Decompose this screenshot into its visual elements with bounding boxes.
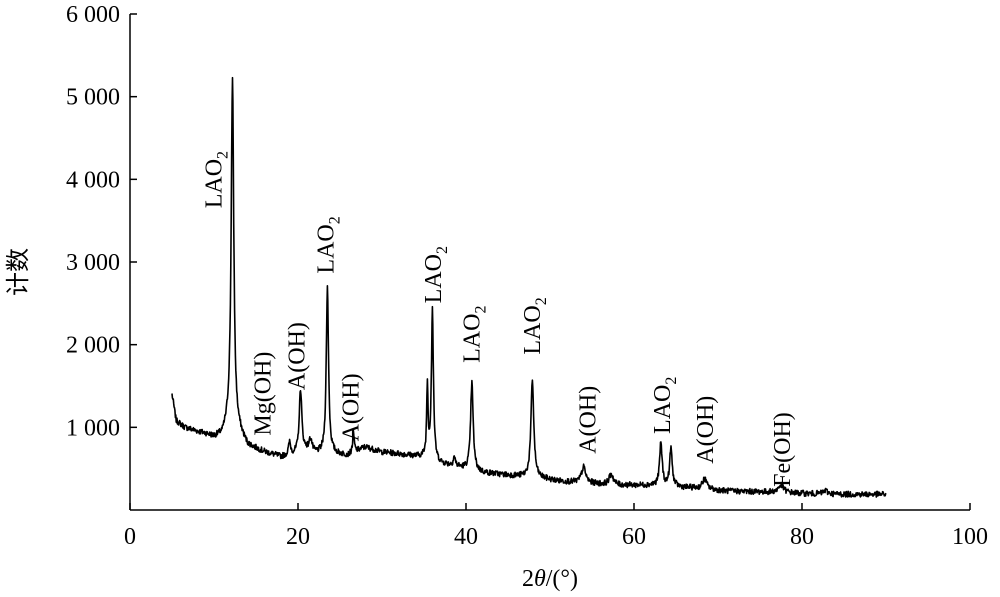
y-ticks: 1 000 2 000 3 000 4 000 5 000 6 000 <box>66 2 137 441</box>
x-tick-label: 0 <box>124 524 136 550</box>
y-tick-label: 6 000 <box>66 2 120 28</box>
peak-label-subscript: 2 <box>434 246 451 254</box>
y-tick-label: 3 000 <box>66 250 120 276</box>
x-axis-title-theta: θ <box>534 566 546 592</box>
peak-label: LAO2 <box>650 377 680 434</box>
y-tick-label: 5 000 <box>66 85 120 111</box>
y-axis-title: 计数 <box>5 248 32 296</box>
peak-label-main: LAO <box>202 159 228 208</box>
peak-label: LAO2 <box>313 216 343 273</box>
x-ticks: 0 20 40 60 80 100 <box>124 503 988 550</box>
peak-label-subscript: 2 <box>472 306 489 314</box>
x-tick-label: 40 <box>454 524 478 550</box>
x-axis-title-part: /(°) <box>546 566 578 592</box>
xrd-pattern-line <box>171 76 887 498</box>
peak-label-main: Mg(OH) <box>250 352 276 436</box>
peak-label: A(OH) <box>338 373 364 441</box>
peak-label: LAO2 <box>202 151 232 208</box>
peak-label: LAO2 <box>459 306 489 363</box>
peak-label-subscript: 2 <box>326 216 343 224</box>
x-tick-label: 100 <box>952 524 988 550</box>
peak-label-subscript: 2 <box>215 151 232 159</box>
peak-label-main: LAO <box>520 305 546 354</box>
y-tick-label: 1 000 <box>66 415 120 441</box>
y-tick-label: 4 000 <box>66 167 120 193</box>
x-tick-label: 60 <box>622 524 646 550</box>
peak-label-subscript: 2 <box>533 297 550 305</box>
peak-label-main: A(OH) <box>693 396 719 464</box>
x-axis-title-part: 2 <box>522 566 534 592</box>
peak-label: A(OH) <box>575 386 601 454</box>
peak-label-main: LAO <box>421 254 447 303</box>
peak-label: A(OH) <box>693 396 719 464</box>
peak-label-main: LAO <box>650 385 676 434</box>
peak-label: A(OH) <box>285 322 311 390</box>
peak-label-main: LAO <box>459 314 485 363</box>
peak-label: Mg(OH) <box>250 352 276 436</box>
y-tick-label: 2 000 <box>66 333 120 359</box>
x-tick-label: 20 <box>286 524 310 550</box>
peak-label-main: A(OH) <box>285 322 311 390</box>
peak-label-main: A(OH) <box>338 373 364 441</box>
x-tick-label: 80 <box>790 524 814 550</box>
peak-label-main: Fe(OH) <box>770 412 796 487</box>
peak-label-main: A(OH) <box>575 386 601 454</box>
peak-label-subscript: 2 <box>663 377 680 385</box>
peak-label: Fe(OH) <box>770 412 796 487</box>
peak-label: LAO2 <box>421 246 451 303</box>
x-axis-title: 2θ/(°) <box>522 566 578 592</box>
peak-label: LAO2 <box>520 297 550 354</box>
peak-label-main: LAO <box>313 224 339 273</box>
